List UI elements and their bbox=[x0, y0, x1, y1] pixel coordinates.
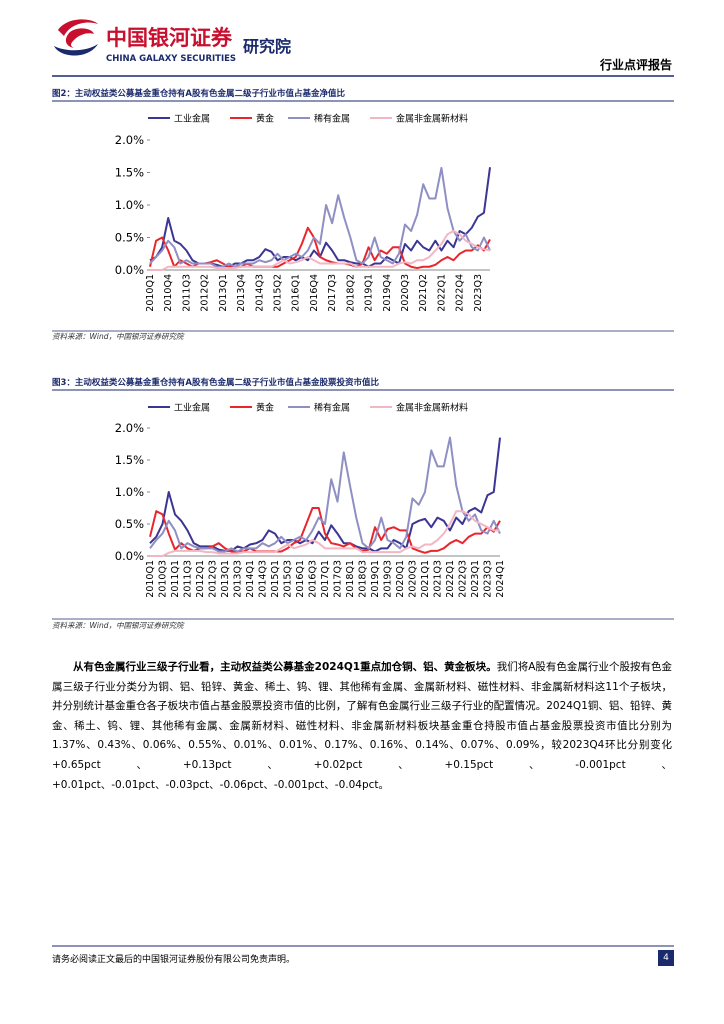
x-tick-label: 2010Q4 bbox=[163, 274, 174, 312]
x-tick-label: 2020Q3 bbox=[400, 274, 411, 312]
x-tick-label: 2024Q1 bbox=[495, 560, 506, 598]
x-tick-label: 2016Q1 bbox=[291, 274, 302, 312]
x-tick-label: 2018Q2 bbox=[345, 274, 356, 312]
x-tick-label: 2023Q3 bbox=[483, 560, 494, 598]
legend-label: 稀有金属 bbox=[314, 113, 350, 125]
logo-en: CHINA GALAXY SECURITIES bbox=[106, 54, 236, 64]
y-tick-label: 1.0% bbox=[115, 485, 144, 499]
x-tick-label: 2022Q1 bbox=[436, 274, 447, 312]
logo bbox=[54, 19, 98, 56]
x-tick-label: 2012Q1 bbox=[195, 560, 206, 598]
x-tick-label: 2010Q1 bbox=[145, 560, 156, 598]
y-tick-label: 2.0% bbox=[115, 133, 144, 147]
x-tick-label: 2015Q1 bbox=[270, 560, 281, 598]
x-tick-label: 2019Q3 bbox=[383, 560, 394, 598]
x-tick-label: 2010Q1 bbox=[145, 274, 156, 312]
x-tick-label: 2016Q1 bbox=[295, 560, 306, 598]
paragraph: 从有色金属行业三级子行业看，主动权益类公募基金2024Q1重点加仓铜、铝、黄金板… bbox=[52, 658, 672, 795]
y-tick-label: 0.0% bbox=[115, 549, 144, 563]
x-tick-label: 2012Q3 bbox=[208, 560, 219, 598]
y-tick-label: 1.0% bbox=[115, 198, 144, 212]
x-tick-label: 2011Q3 bbox=[183, 560, 194, 598]
source-note: 资料来源：Wind，中国银河证券研究院 bbox=[52, 332, 185, 341]
legend-label: 黄金 bbox=[256, 113, 274, 125]
legend-label: 工业金属 bbox=[174, 113, 210, 125]
series-line bbox=[149, 166, 491, 268]
figure-title: 图3：主动权益类公募基金重仓持有A股有色金属二级子行业市值占基金股票投资市值比 bbox=[52, 377, 379, 388]
x-tick-label: 2011Q1 bbox=[170, 560, 181, 598]
x-tick-label: 2013Q1 bbox=[218, 274, 229, 312]
x-tick-label: 2018Q3 bbox=[358, 560, 369, 598]
x-tick-label: 2018Q1 bbox=[345, 560, 356, 598]
x-tick-label: 2017Q1 bbox=[320, 560, 331, 598]
x-tick-label: 2019Q1 bbox=[364, 274, 375, 312]
legend-label: 黄金 bbox=[256, 402, 274, 414]
legend-label: 金属非金属新材料 bbox=[396, 113, 468, 125]
x-tick-label: 2010Q3 bbox=[158, 560, 169, 598]
legend-label: 金属非金属新材料 bbox=[396, 402, 468, 414]
x-tick-label: 2022Q3 bbox=[458, 560, 469, 598]
x-tick-label: 2021Q3 bbox=[433, 560, 444, 598]
x-tick-label: 2019Q1 bbox=[370, 560, 381, 598]
x-tick-label: 2017Q3 bbox=[333, 560, 344, 598]
series-line bbox=[149, 437, 501, 553]
series-line bbox=[150, 510, 500, 557]
legend-label: 稀有金属 bbox=[314, 402, 350, 414]
source-note: 资料来源：Wind，中国银河证券研究院 bbox=[52, 621, 185, 630]
x-tick-label: 2012Q2 bbox=[200, 274, 211, 312]
x-tick-label: 2023Q3 bbox=[473, 274, 484, 312]
x-tick-label: 2014Q3 bbox=[258, 560, 269, 598]
report-type: 行业点评报告 bbox=[599, 57, 672, 72]
x-tick-label: 2021Q1 bbox=[420, 560, 431, 598]
logo-cn: 中国银河证券 bbox=[106, 26, 233, 50]
series-line bbox=[149, 436, 501, 553]
x-tick-label: 2023Q1 bbox=[470, 560, 481, 598]
y-tick-label: 2.0% bbox=[115, 421, 144, 435]
page-number: 4 bbox=[658, 950, 674, 966]
x-tick-label: 2013Q1 bbox=[220, 560, 231, 598]
x-tick-label: 2013Q4 bbox=[236, 274, 247, 312]
figure-title: 图2：主动权益类公募基金重仓持有A股有色金属二级子行业市值占基金净值比 bbox=[52, 88, 345, 99]
x-tick-label: 2019Q4 bbox=[382, 274, 393, 312]
y-tick-label: 0.5% bbox=[115, 517, 144, 531]
x-tick-label: 2015Q3 bbox=[283, 560, 294, 598]
x-tick-label: 2014Q1 bbox=[245, 560, 256, 598]
series-line bbox=[150, 230, 491, 271]
y-tick-label: 1.5% bbox=[115, 166, 144, 180]
x-tick-label: 2011Q3 bbox=[181, 274, 192, 312]
y-tick-label: 0.5% bbox=[115, 231, 144, 245]
paragraph-lead: 从有色金属行业三级子行业看，主动权益类公募基金2024Q1重点加仓铜、铝、黄金板… bbox=[73, 661, 497, 673]
x-tick-label: 2016Q4 bbox=[309, 274, 320, 312]
x-tick-label: 2022Q4 bbox=[455, 274, 466, 312]
x-tick-label: 2014Q3 bbox=[254, 274, 265, 312]
x-tick-label: 2020Q1 bbox=[395, 560, 406, 598]
x-tick-label: 2022Q1 bbox=[445, 560, 456, 598]
institute: 研究院 bbox=[243, 37, 291, 56]
y-tick-label: 0.0% bbox=[115, 263, 144, 277]
x-tick-label: 2017Q3 bbox=[327, 274, 338, 312]
x-tick-label: 2020Q3 bbox=[408, 560, 419, 598]
paragraph-body: 我们将A股有色金属行业个股按有色金属三级子行业分类分为铜、铝、铅锌、黄金、稀土、… bbox=[52, 661, 672, 791]
disclaimer: 请务必阅读正文最后的中国银河证券股份有限公司免责声明。 bbox=[52, 955, 296, 965]
x-tick-label: 2013Q3 bbox=[233, 560, 244, 598]
x-tick-label: 2015Q2 bbox=[273, 274, 284, 312]
legend-label: 工业金属 bbox=[174, 402, 210, 414]
y-tick-label: 1.5% bbox=[115, 453, 144, 467]
x-tick-label: 2016Q3 bbox=[308, 560, 319, 598]
x-tick-label: 2021Q2 bbox=[418, 274, 429, 312]
